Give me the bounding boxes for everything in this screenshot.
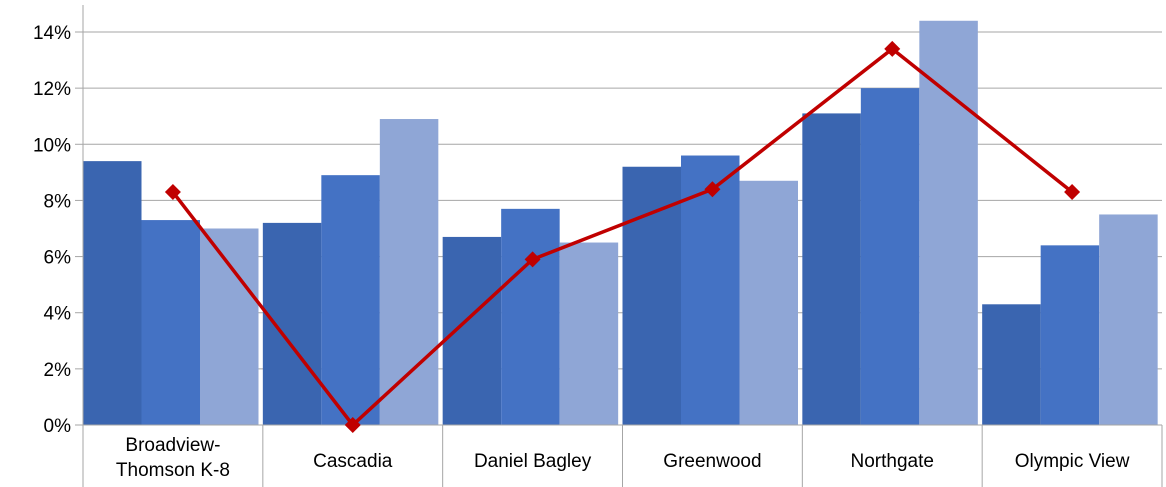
bars: [83, 20, 1158, 426]
series-line: [171, 47, 1074, 427]
bar: [802, 113, 861, 426]
bar: [982, 304, 1041, 425]
bar: [262, 222, 322, 425]
bar: [860, 88, 920, 426]
y-tick-label: 4%: [44, 304, 72, 325]
category-labels: Broadview-Thomson K-8 Cascadia Daniel Bagl…: [116, 435, 1130, 481]
line-point: [884, 40, 901, 57]
y-tick-label: 8%: [44, 191, 72, 212]
y-tick-label: 6%: [44, 248, 72, 269]
bar: [559, 242, 619, 425]
category-label: Olympic View: [1015, 451, 1130, 472]
bar: [681, 155, 740, 425]
line-point: [524, 251, 541, 268]
category-label: Greenwood: [663, 451, 761, 472]
bar: [200, 228, 259, 425]
bar: [379, 119, 439, 426]
y-tick-label: 2%: [44, 360, 72, 381]
bar: [321, 175, 380, 425]
category-label: Broadview-Thomson K-8: [116, 435, 230, 481]
bar: [919, 20, 978, 426]
y-tick-label: 0%: [44, 416, 72, 437]
bar: [739, 180, 798, 425]
y-tick-label: 14%: [33, 23, 71, 44]
line-point: [704, 181, 721, 198]
bar: [501, 208, 560, 425]
bar: [1040, 245, 1100, 425]
y-tick-label: 10%: [33, 135, 71, 156]
y-tick-label: 12%: [33, 79, 71, 100]
bar: [442, 236, 502, 425]
bar: [622, 166, 681, 425]
category-label: Daniel Bagley: [474, 451, 592, 472]
bar: [1099, 214, 1158, 425]
line-point: [1064, 184, 1081, 201]
category-label: Northgate: [851, 451, 934, 472]
line-point: [164, 184, 181, 201]
bar: [83, 161, 142, 425]
axes: [75, 5, 1163, 487]
y-tick-labels: 0% 2% 4% 6% 8% 10% 12% 14%: [33, 23, 71, 437]
bar: [141, 220, 200, 425]
category-label: Cascadia: [313, 451, 393, 472]
line-series: [164, 40, 1081, 433]
line-point: [344, 417, 361, 433]
